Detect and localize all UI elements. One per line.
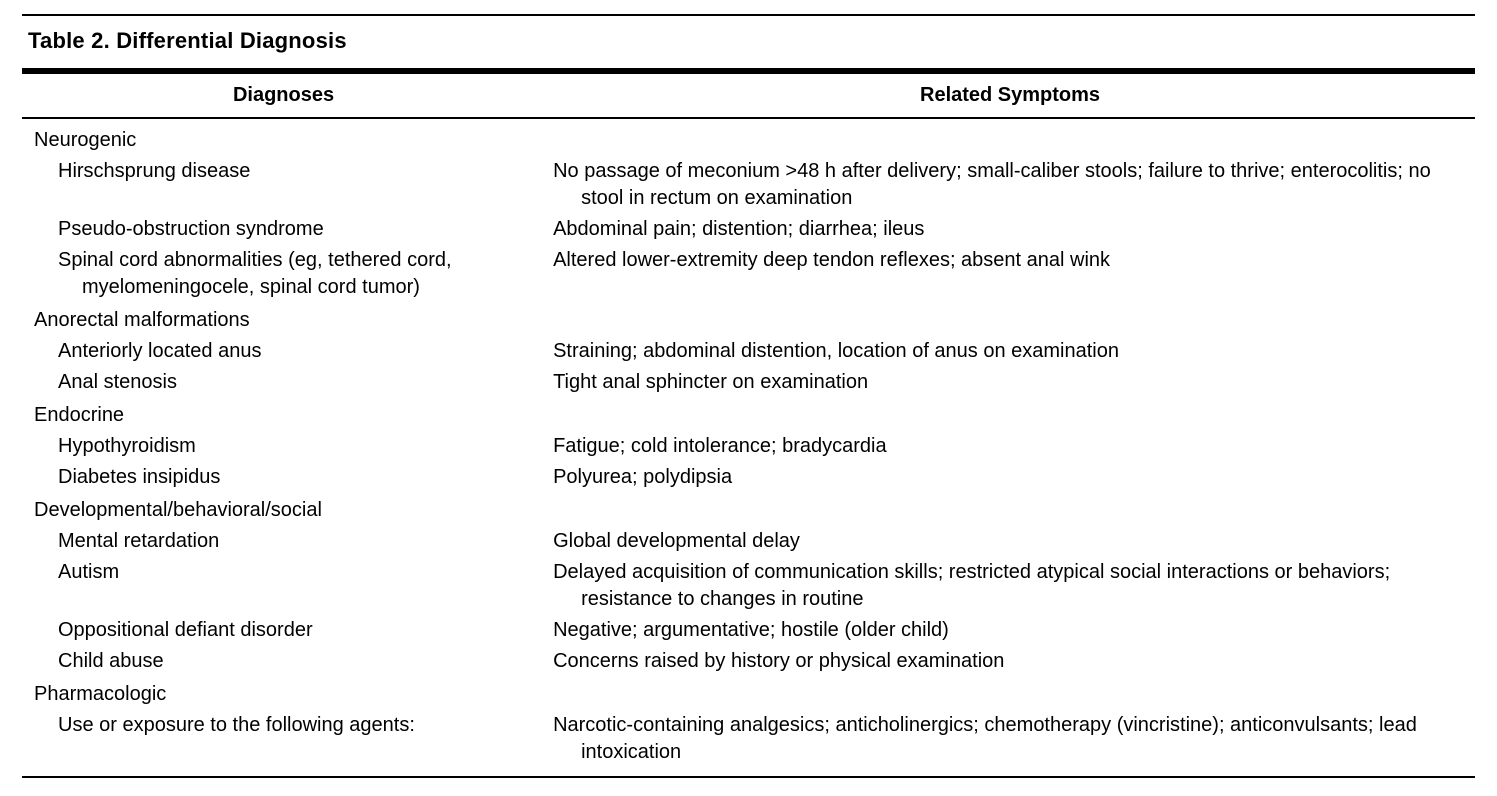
symptoms-cell: Negative; argumentative; hostile (older … <box>553 617 1467 644</box>
diagnosis-cell: Diabetes insipidus <box>58 464 537 491</box>
symptoms-cell: Polyurea; polydipsia <box>553 464 1467 491</box>
column-header-symptoms: Related Symptoms <box>545 74 1475 118</box>
diagnosis-cell: Oppositional defiant disorder <box>58 617 537 644</box>
diagnosis-cell: Anal stenosis <box>58 369 537 396</box>
section-label: Pharmacologic <box>22 677 1475 710</box>
diagnosis-cell: Child abuse <box>58 648 537 675</box>
symptoms-cell: No passage of meconium >48 h after deliv… <box>553 158 1467 212</box>
symptoms-cell: Altered lower-extremity deep tendon refl… <box>553 247 1467 274</box>
table-row: Diabetes insipidus Polyurea; polydipsia <box>22 462 1475 493</box>
diagnosis-cell: Hirschsprung disease <box>58 158 537 185</box>
table-container: Table 2. Differential Diagnosis Diagnose… <box>0 0 1497 796</box>
table-row: Hypothyroidism Fatigue; cold intolerance… <box>22 431 1475 462</box>
symptoms-cell: Delayed acquisition of communication ski… <box>553 559 1467 613</box>
differential-diagnosis-table: Diagnoses Related Symptoms Neurogenic Hi… <box>22 74 1475 776</box>
table-row: Anal stenosis Tight anal sphincter on ex… <box>22 367 1475 398</box>
section-label: Anorectal malformations <box>22 303 1475 336</box>
table-row: Use or exposure to the following agents:… <box>22 710 1475 776</box>
symptoms-cell: Global developmental delay <box>553 528 1467 555</box>
diagnosis-cell: Pseudo-obstruction syndrome <box>58 216 537 243</box>
symptoms-cell: Narcotic-containing analgesics; antichol… <box>553 712 1467 766</box>
table-frame: Table 2. Differential Diagnosis Diagnose… <box>22 14 1475 778</box>
section-label: Developmental/behavioral/social <box>22 493 1475 526</box>
column-header-diagnoses: Diagnoses <box>22 74 545 118</box>
section-label: Neurogenic <box>22 118 1475 156</box>
diagnosis-cell: Autism <box>58 559 537 586</box>
section-row: Developmental/behavioral/social <box>22 493 1475 526</box>
section-row: Pharmacologic <box>22 677 1475 710</box>
table-row: Hirschsprung disease No passage of mecon… <box>22 156 1475 214</box>
table-title: Table 2. Differential Diagnosis <box>22 16 1475 74</box>
table-row: Anteriorly located anus Straining; abdom… <box>22 336 1475 367</box>
diagnosis-cell: Anteriorly located anus <box>58 338 537 365</box>
table-body: Neurogenic Hirschsprung disease No passa… <box>22 118 1475 776</box>
table-row: Oppositional defiant disorder Negative; … <box>22 615 1475 646</box>
table-row: Mental retardation Global developmental … <box>22 526 1475 557</box>
section-row: Endocrine <box>22 398 1475 431</box>
symptoms-cell: Straining; abdominal distention, locatio… <box>553 338 1467 365</box>
table-row: Autism Delayed acquisition of communicat… <box>22 557 1475 615</box>
diagnosis-cell: Hypothyroidism <box>58 433 537 460</box>
diagnosis-cell: Mental retardation <box>58 528 537 555</box>
table-row: Pseudo-obstruction syndrome Abdominal pa… <box>22 214 1475 245</box>
section-row: Neurogenic <box>22 118 1475 156</box>
symptoms-cell: Abdominal pain; distention; diarrhea; il… <box>553 216 1467 243</box>
symptoms-cell: Fatigue; cold intolerance; bradycardia <box>553 433 1467 460</box>
symptoms-cell: Tight anal sphincter on examination <box>553 369 1467 396</box>
table-header: Diagnoses Related Symptoms <box>22 74 1475 118</box>
section-label: Endocrine <box>22 398 1475 431</box>
diagnosis-cell: Use or exposure to the following agents: <box>58 712 537 739</box>
table-row: Spinal cord abnormalities (eg, tethered … <box>22 245 1475 303</box>
symptoms-cell: Concerns raised by history or physical e… <box>553 648 1467 675</box>
diagnosis-cell: Spinal cord abnormalities (eg, tethered … <box>58 247 537 301</box>
section-row: Anorectal malformations <box>22 303 1475 336</box>
table-row: Child abuse Concerns raised by history o… <box>22 646 1475 677</box>
